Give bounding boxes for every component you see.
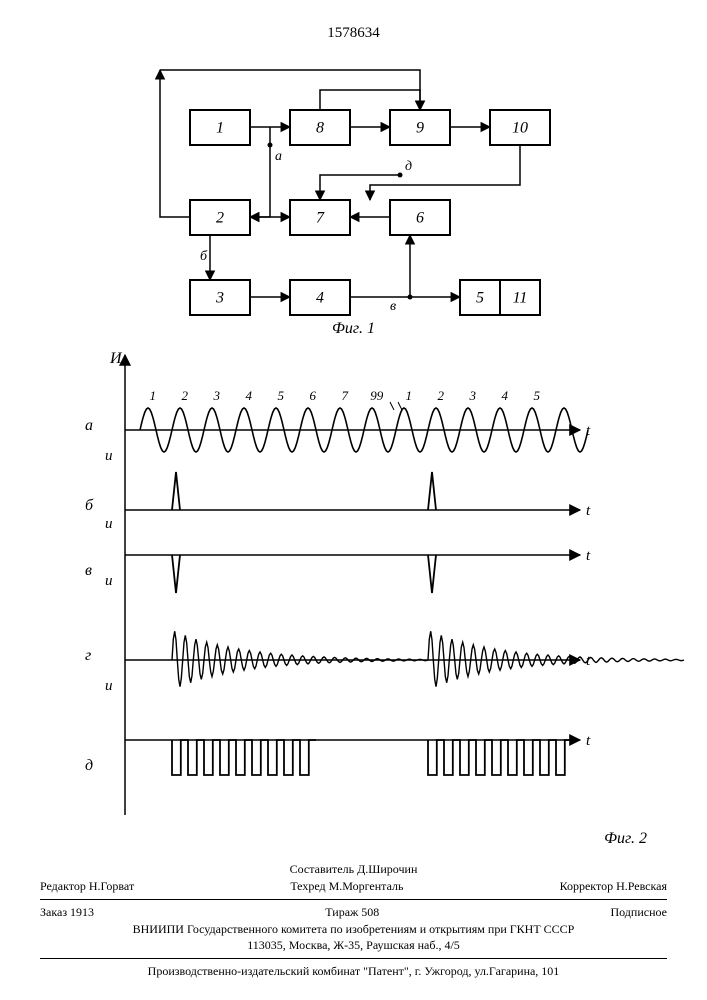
svg-text:1: 1 <box>150 388 157 403</box>
svg-text:5: 5 <box>476 290 484 307</box>
svg-text:6: 6 <box>416 210 424 227</box>
svg-text:и: и <box>105 448 113 464</box>
fig1-caption: Фиг. 1 <box>0 320 707 338</box>
editor: Редактор Н.Горват <box>40 878 134 895</box>
svg-text:2: 2 <box>438 388 445 403</box>
svg-text:4: 4 <box>316 290 324 307</box>
svg-text:а: а <box>275 149 282 164</box>
fig1-diagram: 1 8 9 10 2 7 6 3 4 5 11 а б в д <box>0 30 707 330</box>
svg-text:4: 4 <box>502 388 509 403</box>
svg-text:и: и <box>105 678 113 694</box>
svg-text:а: а <box>85 417 93 434</box>
org1: ВНИИПИ Государственного комитета по изоб… <box>40 921 667 938</box>
svg-text:б: б <box>200 249 208 264</box>
subscription: Подписное <box>610 904 667 921</box>
svg-text:6: 6 <box>310 388 317 403</box>
svg-text:б: б <box>85 497 94 514</box>
fig2-caption: Фиг. 2 <box>604 830 647 848</box>
svg-text:11: 11 <box>513 290 528 307</box>
svg-text:в: в <box>85 562 92 579</box>
tirazh: Тираж 508 <box>325 904 379 921</box>
svg-text:3: 3 <box>215 290 224 307</box>
svg-text:1: 1 <box>406 388 413 403</box>
svg-text:и: и <box>105 516 113 532</box>
svg-text:8: 8 <box>316 120 324 137</box>
corrector: Корректор Н.Ревская <box>560 878 667 895</box>
fig2-timing: Иаtи12345679912345бtивtигtидt <box>0 345 707 845</box>
techred: Техред М.Моргенталь <box>290 878 403 895</box>
compiler: Составитель Д.Широчин <box>40 861 667 878</box>
imprint-footer: Составитель Д.Широчин Редактор Н.Горват … <box>40 861 667 980</box>
svg-text:И: И <box>109 350 123 367</box>
svg-text:2: 2 <box>182 388 189 403</box>
svg-text:99: 99 <box>370 388 384 403</box>
svg-text:5: 5 <box>278 388 285 403</box>
svg-text:7: 7 <box>342 388 349 403</box>
svg-text:д: д <box>85 757 93 774</box>
svg-text:3: 3 <box>469 388 477 403</box>
addr1: 113035, Москва, Ж-35, Раушская наб., 4/5 <box>40 937 667 954</box>
svg-text:г: г <box>85 647 91 664</box>
svg-text:t: t <box>586 548 591 564</box>
svg-text:t: t <box>586 503 591 519</box>
org2: Производственно-издательский комбинат "П… <box>40 963 667 980</box>
svg-text:4: 4 <box>246 388 253 403</box>
svg-text:1: 1 <box>216 120 224 137</box>
order-no: Заказ 1913 <box>40 904 94 921</box>
svg-text:2: 2 <box>216 210 224 227</box>
svg-text:д: д <box>405 159 412 174</box>
svg-text:в: в <box>390 299 396 314</box>
svg-text:3: 3 <box>213 388 221 403</box>
svg-text:9: 9 <box>416 120 424 137</box>
svg-text:и: и <box>105 573 113 589</box>
svg-text:7: 7 <box>316 210 325 227</box>
svg-text:5: 5 <box>534 388 541 403</box>
patent-page: 1 5 7 8 6 3 4 1 8 9 10 2 7 6 3 4 5 11 а б в д Фиг. 1 Иа t и 1 2 3… <box>0 0 707 1000</box>
svg-text:t: t <box>586 733 591 749</box>
svg-text:10: 10 <box>512 120 528 137</box>
